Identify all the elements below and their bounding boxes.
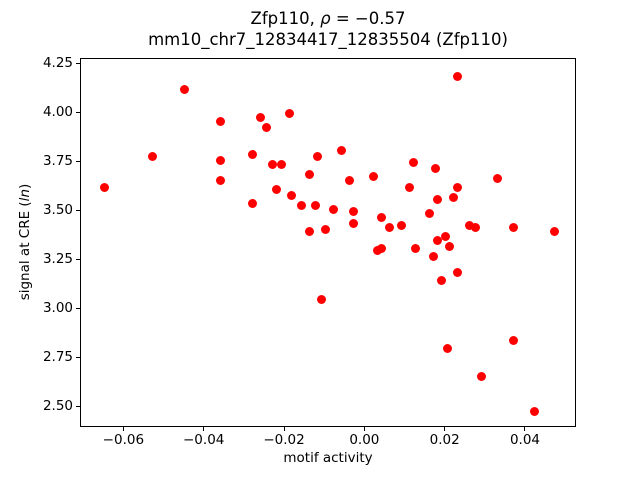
chart-subtitle: mm10_chr7_12834417_12835504 (Zfp110) (148, 29, 508, 49)
x-tick-mark (524, 427, 526, 432)
data-point (348, 218, 358, 228)
data-point (411, 244, 421, 254)
data-point (336, 146, 346, 156)
chart-title: Zfp110, ρ = −0.57 mm10_chr7_12834417_128… (80, 9, 576, 50)
plot-area (80, 57, 576, 428)
data-point (529, 407, 539, 417)
x-tick-label: −0.04 (183, 432, 225, 448)
data-point (441, 232, 451, 242)
data-point (465, 220, 475, 230)
data-point (344, 175, 354, 185)
y-tick-mark (76, 209, 80, 211)
data-point (248, 199, 258, 209)
data-point (443, 344, 453, 354)
data-point (296, 201, 306, 211)
x-tick-label: −0.02 (263, 432, 305, 448)
y-tick-mark (76, 62, 80, 64)
data-point (453, 267, 463, 277)
data-point (304, 169, 314, 179)
data-point (348, 206, 358, 216)
title-suffix: = −0.57 (330, 9, 406, 28)
data-point (376, 244, 386, 254)
data-point (320, 224, 330, 234)
data-point (509, 336, 519, 346)
data-point (316, 295, 326, 305)
x-tick-mark (363, 427, 365, 432)
data-point (477, 371, 487, 381)
ylabel-suffix: ) (17, 183, 33, 189)
x-tick-label: 0.04 (509, 432, 541, 448)
rho-symbol: ρ (320, 9, 331, 28)
data-point (425, 208, 435, 218)
data-point (549, 226, 559, 236)
x-axis-label: motif activity (283, 450, 373, 466)
data-point (453, 183, 463, 193)
x-tick-mark (283, 427, 285, 432)
data-point (405, 183, 415, 193)
data-point (284, 108, 294, 118)
x-tick-mark (203, 427, 205, 432)
data-point (431, 163, 441, 173)
y-tick-label: 4.25 (42, 54, 73, 71)
y-tick-label: 2.50 (42, 398, 73, 415)
x-tick-mark (122, 427, 124, 432)
chart-title-line1: Zfp110, ρ = −0.57 (80, 9, 576, 30)
data-point (256, 112, 266, 122)
y-tick-label: 3.00 (42, 300, 73, 316)
data-point (304, 226, 314, 236)
data-point (262, 122, 272, 132)
data-point (453, 71, 463, 81)
data-point (328, 204, 338, 214)
data-point (471, 222, 481, 232)
data-point (216, 155, 226, 165)
data-point (268, 159, 278, 169)
x-tick-label: −0.06 (102, 432, 145, 448)
data-point (310, 201, 320, 211)
data-point (445, 242, 455, 252)
data-point (409, 157, 419, 167)
data-point (433, 195, 443, 205)
data-point (216, 175, 226, 185)
y-tick-label: 3.50 (42, 201, 73, 218)
y-tick-mark (76, 160, 80, 162)
data-point (276, 159, 286, 169)
data-point (248, 150, 258, 160)
x-tick-mark (444, 427, 446, 432)
data-point (433, 236, 443, 246)
y-tick-mark (76, 111, 80, 113)
y-tick-mark (76, 357, 80, 359)
y-tick-label: 3.25 (42, 250, 73, 267)
data-point (147, 151, 157, 161)
x-tick-label: 0.02 (429, 432, 460, 448)
y-tick-mark (76, 406, 80, 408)
y-tick-mark (76, 308, 80, 309)
data-point (272, 185, 282, 195)
x-tick-label: 0.00 (349, 432, 380, 448)
y-tick-label: 2.75 (42, 349, 73, 366)
data-point (449, 193, 459, 203)
data-point (286, 191, 296, 201)
data-point (429, 252, 439, 262)
data-point (99, 183, 109, 193)
data-point (312, 151, 322, 161)
ylabel-italic-ln: ln (17, 189, 33, 202)
data-point (396, 220, 406, 230)
y-tick-label: 3.75 (42, 152, 73, 169)
data-point (180, 85, 190, 95)
data-point (376, 212, 386, 222)
data-point (437, 275, 447, 285)
y-tick-mark (76, 258, 80, 260)
data-point (216, 116, 226, 126)
title-prefix: Zfp110, (250, 9, 321, 28)
ylabel-prefix: signal at CRE ( (17, 201, 33, 301)
data-point (384, 222, 394, 232)
data-point (493, 173, 503, 183)
y-tick-label: 4.00 (42, 103, 73, 120)
data-point (368, 171, 378, 181)
data-point (509, 222, 519, 232)
